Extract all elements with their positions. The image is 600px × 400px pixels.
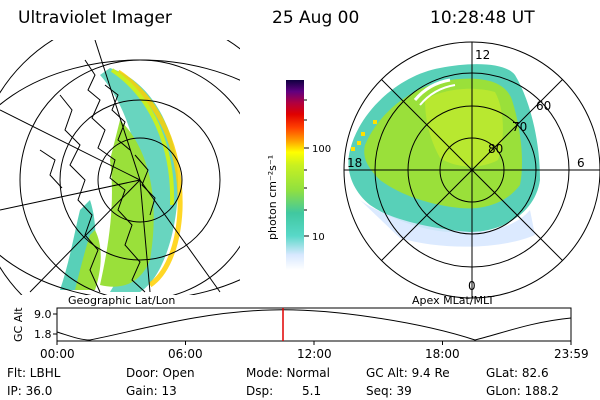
geographic-caption: Geographic Lat/Lon (68, 294, 175, 307)
door-info: Door: Open (126, 366, 195, 380)
mlat-label-60: 60 (536, 99, 551, 113)
time-label: 10:28:48 UT (430, 8, 535, 28)
colorbar-tick-10: 10 (312, 232, 325, 243)
mlt-label-18: 18 (347, 156, 362, 170)
xtick-1800: 18:00 (425, 347, 460, 361)
ytick-9: 9.0 (34, 308, 52, 321)
colorbar (286, 80, 304, 270)
altitude-curve (56, 309, 572, 341)
colorbar-unit: photon cm⁻²s⁻¹ (266, 155, 279, 240)
gc-alt-info: GC Alt: 9.4 Re (366, 366, 450, 380)
ytick-1-8: 1.8 (34, 328, 52, 341)
mlat-label-80: 80 (488, 142, 503, 156)
xtick-0000: 00:00 (40, 347, 75, 361)
mode-info: Mode: Normal (246, 366, 330, 380)
date-label: 25 Aug 00 (272, 8, 360, 28)
xtick-0600: 06:00 (168, 347, 203, 361)
ip-info: IP: 36.0 (7, 384, 53, 398)
orbit-ylabel: GC Alt (12, 307, 25, 342)
xtick-2359: 23:59 (554, 347, 589, 361)
glon-info: GLon: 188.2 (486, 384, 559, 398)
instrument-title: Ultraviolet Imager (18, 8, 172, 28)
mlt-label-6: 6 (577, 156, 585, 170)
dsp-label: Dsp: (246, 384, 274, 398)
apex-caption: Apex MLat/MLT (412, 294, 495, 307)
polar-image (348, 64, 540, 247)
orbit-plot-frame (56, 307, 572, 342)
gain-info: Gain: 13 (126, 384, 177, 398)
polar-grid (343, 41, 600, 299)
colorbar-tick-100: 100 (312, 144, 331, 155)
mlt-label-12: 12 (475, 48, 490, 62)
dsp-value: 5.1 (302, 384, 322, 398)
mlt-label-0: 0 (468, 279, 476, 293)
glat-info: GLat: 82.6 (486, 366, 549, 380)
seq-info: Seq: 39 (366, 384, 412, 398)
geographic-image (0, 40, 240, 295)
xtick-1200: 12:00 (297, 347, 332, 361)
mlat-label-70: 70 (512, 120, 527, 134)
filter-info: Flt: LBHL (7, 366, 61, 380)
